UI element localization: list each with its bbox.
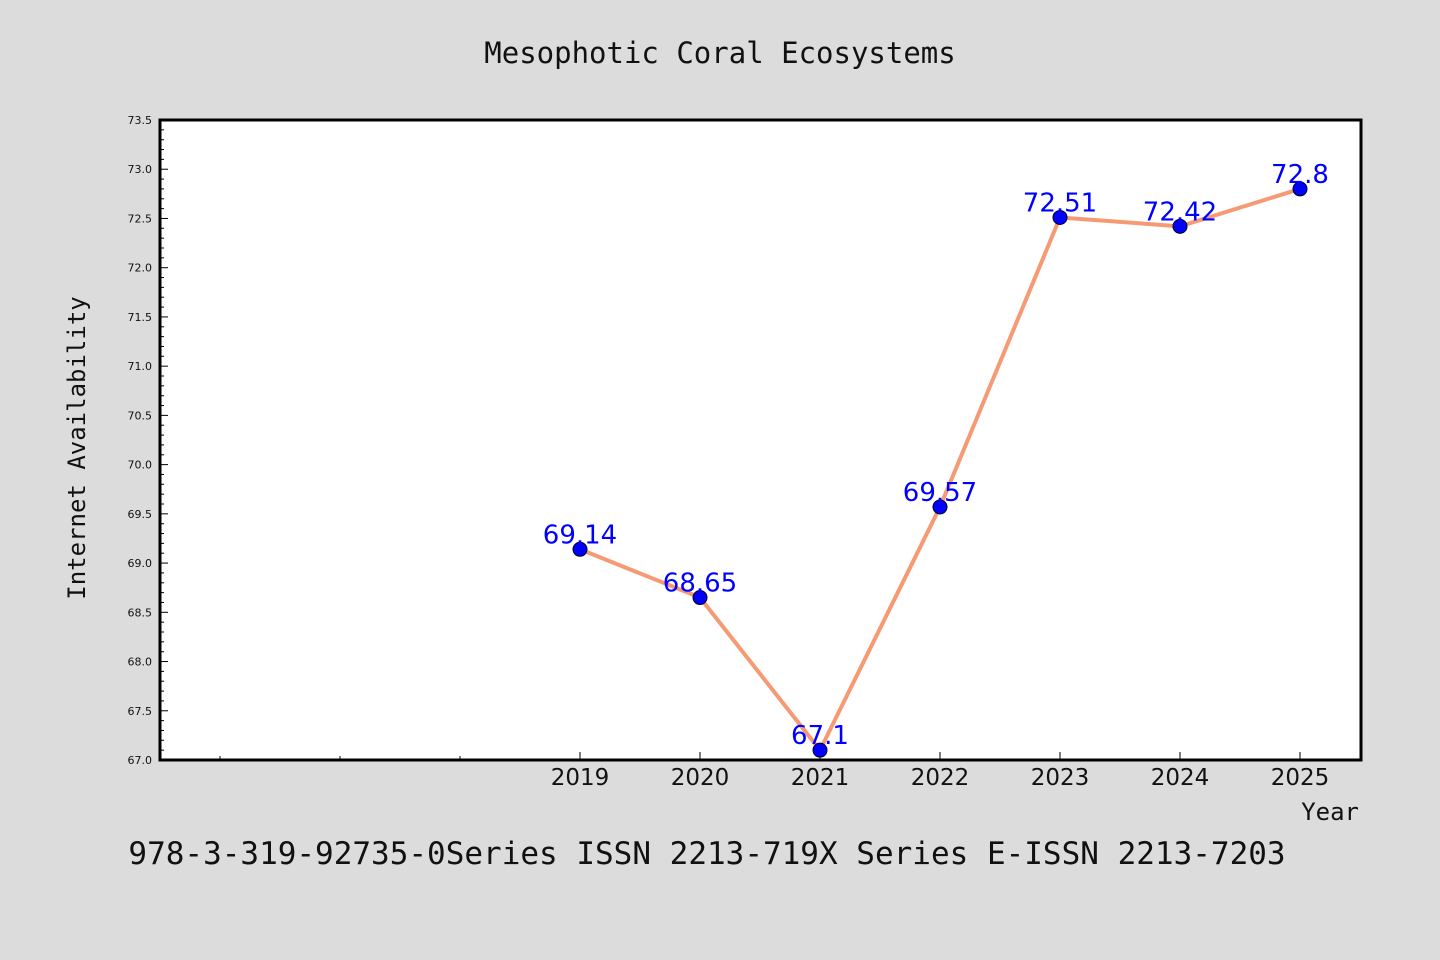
data-point [1292,181,1308,197]
y-tick-label: 73.0 [128,163,153,176]
y-tick-label: 72.5 [128,212,153,225]
data-point [572,541,588,557]
series-layer: 69.14 68.65 67.1 69.57 72.51 72.42 72.8 [543,160,1329,758]
y-tick-label: 67.5 [128,705,153,718]
y-tick-label: 72.0 [128,262,153,275]
y-tick-label: 69.5 [128,508,153,521]
y-axis: 67.0 67.5 68.0 68.5 69.0 69.5 70.0 70.5 71.0 71.5… [128,114,168,767]
data-label: 72.51 [1023,188,1097,218]
data-point [1052,209,1068,225]
x-tick-label: 2024 [1151,765,1210,791]
y-tick-label: 67.0 [128,754,153,767]
y-tick-label: 69.0 [128,557,153,570]
data-point [1172,218,1188,234]
data-label: 72.42 [1143,197,1217,227]
x-axis-label: Year [1301,798,1359,826]
y-tick-label: 70.0 [128,459,153,472]
x-tick-label: 2020 [671,765,730,791]
y-axis-label: Internet Availability [63,296,91,599]
data-point [692,590,708,606]
data-label: 68.65 [663,569,737,599]
chart-title: Mesophotic Coral Ecosystems [484,36,955,70]
y-tick-label: 71.5 [128,311,153,324]
x-tick-label: 2021 [791,765,850,791]
data-point [812,742,828,758]
x-axis: 2019 2020 2021 2022 2023 2024 2025 [219,752,1330,791]
data-label: 67.1 [791,721,849,751]
y-tick-label: 73.5 [128,114,153,127]
y-tick-label: 68.0 [128,656,153,669]
y-tick-label: 68.5 [128,606,153,619]
x-tick-label: 2025 [1271,765,1330,791]
y-tick-label: 71.0 [128,360,153,373]
data-label: 72.8 [1271,160,1329,190]
footer-text: 978-3-319-92735-0Series ISSN 2213-719X S… [128,836,1285,872]
x-tick-label: 2022 [911,765,970,791]
data-point [932,499,948,515]
data-label: 69.14 [543,520,617,550]
x-tick-label: 2023 [1031,765,1090,791]
data-label: 69.57 [903,478,977,508]
x-tick-label: 2019 [551,765,610,791]
y-tick-label: 70.5 [128,409,153,422]
